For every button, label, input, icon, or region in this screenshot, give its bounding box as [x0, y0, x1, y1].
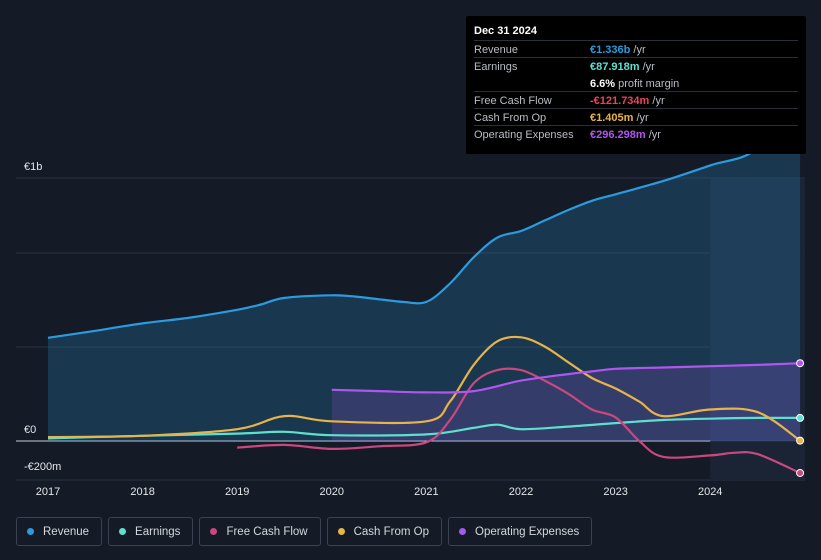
legend-label: Cash From Op — [353, 525, 430, 538]
cash-from-op-line — [47, 335, 801, 442]
y-tick-label: -€200m — [24, 461, 61, 473]
earnings-end-point — [796, 413, 805, 422]
tooltip-row-operating-expenses: Operating Expenses €296.298m /yr — [474, 125, 798, 143]
tooltip-row-cash-from-op: Cash From Op €1.405m /yr — [474, 108, 798, 126]
legend-label: Operating Expenses — [475, 525, 580, 538]
cash-from-op-end-point — [796, 436, 805, 445]
earnings-line — [47, 416, 801, 440]
operating-expenses-end-point — [796, 359, 805, 368]
chart-legend: Revenue Earnings Free Cash Flow Cash Fro… — [16, 517, 593, 546]
tooltip-date: Dec 31 2024 — [474, 25, 537, 37]
revenue-line — [47, 89, 801, 339]
tooltip-value: -€121.734m /yr — [590, 95, 665, 107]
tooltip-label: Cash From Op — [474, 112, 547, 124]
legend-label: Earnings — [135, 525, 181, 538]
tooltip-panel: Dec 31 2024 Revenue €1.336b /yr Earnings… — [466, 16, 806, 154]
operating-expenses-line — [331, 362, 801, 394]
forecast-highlight-band — [710, 178, 805, 480]
x-tick-label: 2020 — [320, 486, 344, 498]
x-tick-label: 2017 — [36, 486, 60, 498]
legend-dot-icon — [337, 528, 345, 535]
legend-dot-icon — [119, 528, 127, 535]
x-tick-label: 2022 — [509, 486, 533, 498]
legend-dot-icon — [459, 528, 467, 535]
legend-dot-icon — [210, 528, 218, 535]
tooltip-value: €87.918m /yr — [590, 61, 655, 73]
x-tick-label: 2018 — [130, 486, 154, 498]
x-tick-label: 2021 — [414, 486, 438, 498]
legend-label: Free Cash Flow — [226, 525, 308, 538]
legend-item-revenue[interactable]: Revenue — [16, 517, 103, 546]
tooltip-row-earnings: Earnings €87.918m /yr — [474, 57, 798, 75]
tooltip-value: €1.336b /yr — [590, 44, 646, 56]
legend-label: Revenue — [43, 525, 90, 538]
tooltip-label: Operating Expenses — [474, 129, 574, 141]
legend-item-free-cash-flow[interactable]: Free Cash Flow — [199, 517, 321, 546]
tooltip-label: Free Cash Flow — [474, 95, 552, 107]
x-tick-label: 2024 — [698, 486, 722, 498]
legend-item-earnings[interactable]: Earnings — [108, 517, 194, 546]
y-axis-labels: €1b €0 -€200m — [24, 161, 61, 473]
tooltip-label: Revenue — [474, 44, 519, 56]
legend-item-cash-from-op[interactable]: Cash From Op — [326, 517, 443, 546]
x-axis-labels: 2017 2018 2019 2020 2021 2022 2023 2024 — [36, 486, 723, 498]
free-cash-flow-line — [237, 367, 801, 475]
tooltip-row-revenue: Revenue €1.336b /yr — [474, 40, 798, 58]
tooltip-value: 6.6% profit margin — [590, 78, 680, 90]
free-cash-flow-end-point — [796, 468, 805, 477]
tooltip-label: Earnings — [474, 61, 518, 73]
legend-dot-icon — [27, 528, 34, 535]
tooltip-row-profit-margin: 6.6% profit margin — [474, 74, 798, 92]
tooltip-value: €1.405m /yr — [590, 112, 649, 124]
revenue-area — [48, 90, 801, 442]
y-tick-label: €0 — [24, 424, 36, 436]
y-tick-label: €1b — [24, 161, 42, 173]
tooltip-row-free-cash-flow: Free Cash Flow -€121.734m /yr — [474, 91, 798, 109]
tooltip-value: €296.298m /yr — [590, 129, 661, 141]
series-lines — [47, 89, 801, 475]
legend-item-operating-expenses[interactable]: Operating Expenses — [448, 517, 593, 546]
x-tick-label: 2023 — [603, 486, 627, 498]
x-tick-label: 2019 — [225, 486, 249, 498]
